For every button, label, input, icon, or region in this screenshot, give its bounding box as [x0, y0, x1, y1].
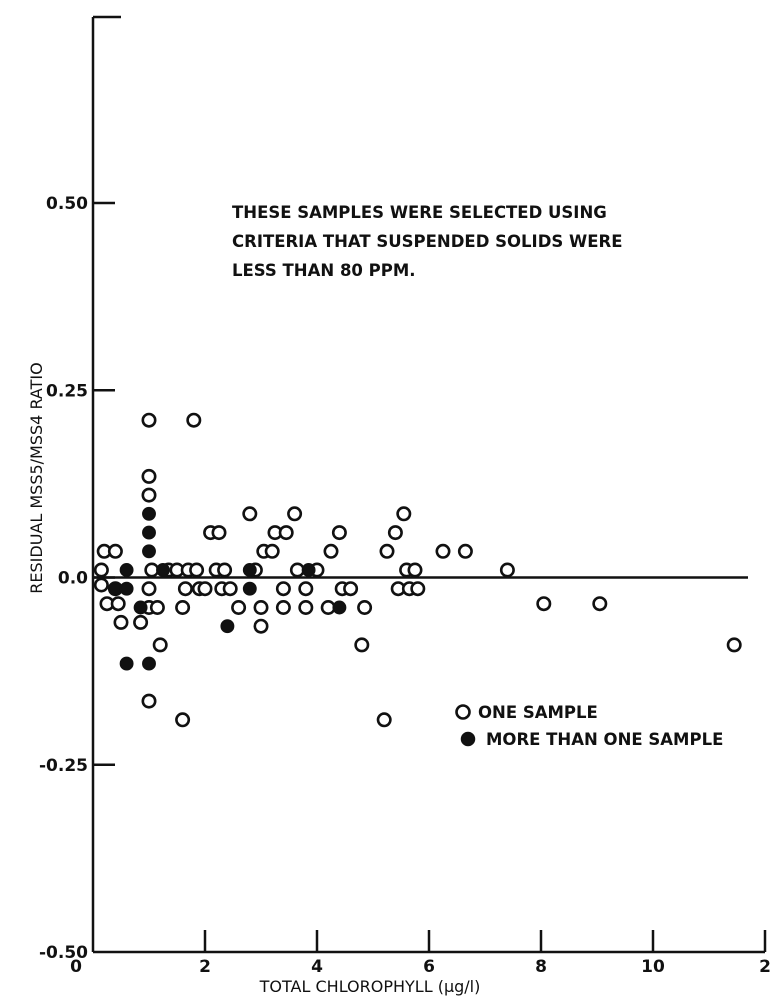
open-data-point — [141, 412, 157, 428]
x-tick-label: 2 — [759, 957, 771, 977]
filled-data-point — [119, 563, 134, 577]
data-points — [93, 412, 742, 728]
open-data-point — [141, 581, 157, 597]
x-axis-label: TOTAL CHLOROPHYLL (µg/l) — [259, 977, 481, 996]
legend-label-one-sample: ONE SAMPLE — [478, 703, 598, 722]
open-data-point — [253, 618, 269, 634]
open-data-point — [175, 712, 191, 728]
open-data-point — [186, 412, 202, 428]
y-ticks: 0.50 0.25 0.0 -0.25 -0.50 — [39, 194, 115, 963]
x-tick-label: 4 — [311, 957, 323, 977]
open-data-point — [298, 581, 314, 597]
open-data-point — [110, 596, 126, 612]
open-data-point — [275, 581, 291, 597]
open-data-point — [387, 525, 403, 541]
open-data-point — [231, 599, 247, 615]
open-data-point — [323, 543, 339, 559]
open-data-point — [141, 487, 157, 503]
annotation-line-3: LESS THAN 80 PPM. — [232, 261, 416, 280]
filled-data-point — [242, 563, 257, 577]
open-data-point — [287, 506, 303, 522]
open-data-point — [175, 599, 191, 615]
open-data-point — [396, 506, 412, 522]
open-data-point — [379, 543, 395, 559]
open-data-point — [331, 525, 347, 541]
open-data-point — [93, 562, 109, 578]
y-tick-label: 0.25 — [46, 381, 88, 401]
open-data-point — [457, 543, 473, 559]
x-ticks: 0 2 4 6 8 10 2 — [70, 930, 771, 977]
open-data-point — [264, 543, 280, 559]
open-data-point — [107, 543, 123, 559]
open-data-point — [177, 581, 193, 597]
open-data-point — [343, 581, 359, 597]
open-data-point — [407, 562, 423, 578]
open-data-point — [197, 581, 213, 597]
annotation-line-1: THESE SAMPLES WERE SELECTED USING — [232, 203, 607, 222]
open-data-point — [726, 637, 742, 653]
y-tick-label: -0.50 — [39, 943, 88, 963]
legend: ONE SAMPLE MORE THAN ONE SAMPLE — [455, 703, 723, 749]
open-data-point — [211, 525, 227, 541]
open-data-point — [189, 562, 205, 578]
open-data-point — [152, 637, 168, 653]
legend-label-more-than-one-sample: MORE THAN ONE SAMPLE — [486, 730, 723, 749]
open-data-point — [141, 468, 157, 484]
open-data-point — [376, 712, 392, 728]
legend-open-circle-marker — [455, 704, 471, 720]
filled-data-point — [156, 563, 170, 577]
open-data-point — [275, 599, 291, 615]
filled-data-point — [142, 544, 156, 559]
filled-data-point — [119, 581, 134, 596]
x-tick-label: 0 — [70, 957, 82, 977]
filled-data-point — [142, 525, 156, 540]
x-tick-label: 10 — [641, 957, 665, 977]
legend-filled-circle-marker — [460, 731, 476, 747]
filled-data-point — [119, 656, 134, 671]
open-data-point — [357, 599, 373, 615]
filled-data-point — [332, 600, 347, 615]
annotation-line-2: CRITERIA THAT SUSPENDED SOLIDS WERE — [232, 232, 622, 251]
open-data-point — [113, 614, 129, 630]
x-tick-label: 8 — [535, 957, 547, 977]
y-tick-label: 0.50 — [46, 194, 88, 214]
open-data-point — [222, 581, 238, 597]
open-data-point — [149, 599, 165, 615]
open-data-point — [278, 525, 294, 541]
open-data-point — [141, 693, 157, 709]
open-data-point — [253, 599, 269, 615]
open-data-point — [93, 577, 109, 593]
filled-data-point — [301, 563, 316, 577]
open-data-point — [536, 596, 552, 612]
annotation: THESE SAMPLES WERE SELECTED USING CRITER… — [232, 203, 622, 280]
open-data-point — [499, 562, 515, 578]
open-data-point — [298, 599, 314, 615]
y-axis-label: RESIDUAL MSS5/MSS4 RATIO — [27, 362, 46, 593]
y-tick-label: 0.0 — [58, 569, 88, 589]
y-axis — [91, 15, 121, 952]
x-tick-label: 2 — [199, 957, 211, 977]
open-data-point — [133, 614, 149, 630]
open-data-point — [217, 562, 233, 578]
filled-data-point — [142, 656, 156, 671]
x-tick-label: 6 — [423, 957, 435, 977]
filled-data-point — [133, 600, 148, 615]
open-data-point — [354, 637, 370, 653]
filled-data-point — [142, 506, 156, 521]
filled-data-point — [220, 619, 235, 634]
open-data-point — [242, 506, 258, 522]
open-data-point — [435, 543, 451, 559]
open-data-point — [410, 581, 426, 597]
y-tick-label: -0.25 — [39, 756, 88, 776]
filled-data-point — [242, 581, 257, 596]
open-data-point — [592, 596, 608, 612]
